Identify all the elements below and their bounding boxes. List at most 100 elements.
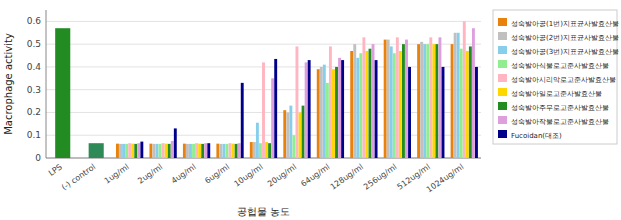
bar	[55, 28, 70, 158]
bar	[235, 144, 238, 158]
bar	[341, 60, 344, 158]
bar	[159, 144, 162, 158]
bar	[283, 110, 286, 158]
bar	[375, 60, 378, 158]
x-tick-label: 4ug/ml	[170, 162, 198, 185]
legend-label: 성숙발아작물로고준사발효산물	[511, 118, 609, 126]
x-tick-label: LPS	[47, 162, 64, 178]
bar	[125, 144, 128, 158]
y-tick-label: 0	[35, 153, 41, 163]
bars	[55, 21, 478, 158]
bar	[372, 44, 375, 158]
bar	[393, 53, 396, 158]
bar	[305, 62, 308, 158]
y-tick-label: 0.2	[27, 107, 41, 117]
bar	[183, 144, 186, 158]
bar	[238, 143, 241, 158]
bar	[365, 51, 368, 158]
bar	[463, 21, 466, 158]
x-tick-label: 128ug/ml	[329, 162, 365, 191]
bar	[226, 144, 229, 158]
x-tick-label: 2ug/ml	[136, 162, 164, 185]
legend-label: 성숙발아시리악로고준사발효산물	[511, 76, 616, 84]
x-tick-label: 256ug/ml	[362, 162, 398, 191]
bar	[222, 144, 225, 158]
bar	[195, 143, 198, 158]
bar	[153, 144, 156, 158]
bar	[402, 44, 405, 158]
bar	[128, 143, 131, 158]
bar	[387, 40, 390, 158]
bar	[207, 143, 210, 158]
bar	[329, 46, 332, 158]
bar	[454, 33, 457, 158]
bar	[241, 83, 244, 158]
legend-swatch	[498, 102, 507, 110]
bar	[89, 143, 104, 158]
bar	[302, 106, 305, 158]
bar	[219, 144, 222, 158]
bar	[457, 33, 460, 158]
grid-line	[46, 44, 481, 45]
bar	[350, 51, 353, 158]
bar	[405, 40, 408, 158]
bar	[204, 143, 207, 158]
bar	[356, 58, 359, 158]
bar	[323, 65, 326, 158]
bar	[399, 51, 402, 158]
x-tick-label: 1ug/ml	[103, 162, 131, 185]
bar	[140, 142, 143, 158]
legend-swatch	[498, 60, 507, 68]
bar	[417, 44, 420, 158]
bar	[332, 69, 335, 158]
bar	[122, 144, 125, 158]
legend-swatch	[498, 88, 507, 96]
bar	[192, 144, 195, 158]
y-axis-title: Macrophage activity	[3, 33, 14, 135]
legend-label: 성숙발아공(1번)지표균사발효산물	[511, 20, 619, 28]
legend-swatch	[498, 32, 507, 40]
bar	[229, 143, 232, 158]
bar	[165, 144, 168, 158]
bar	[156, 144, 159, 158]
bar	[460, 49, 463, 158]
bar	[168, 144, 171, 158]
bar	[256, 123, 259, 158]
bar	[232, 144, 235, 158]
x-tick-label: 10ug/ml	[232, 162, 264, 188]
y-tick-label: 0.6	[27, 16, 42, 26]
bar	[429, 37, 432, 158]
bar	[317, 69, 320, 158]
bar	[186, 144, 189, 158]
bar	[296, 46, 299, 158]
x-tick-label: 64ug/ml	[299, 162, 331, 188]
legend-label: Fucoidan(대조)	[511, 132, 562, 140]
y-axis-line	[46, 10, 47, 158]
bar	[326, 83, 329, 158]
legend-swatch	[498, 116, 507, 124]
bar	[137, 143, 140, 158]
y-tick-label: 0.4	[27, 62, 42, 72]
bar	[451, 44, 454, 158]
bar	[362, 37, 365, 158]
bar	[426, 44, 429, 158]
bar	[390, 46, 393, 158]
legend-swatch	[498, 18, 507, 26]
bar	[308, 60, 311, 158]
x-axis-title: 공헙물 농도	[237, 206, 290, 217]
bar	[216, 144, 219, 158]
bar	[271, 78, 274, 158]
legend-frame	[493, 10, 617, 144]
bar	[198, 144, 201, 158]
y-tick-label: 0.3	[27, 85, 41, 95]
bar	[338, 58, 341, 158]
bar	[439, 37, 442, 158]
bar	[174, 128, 177, 158]
bar	[442, 67, 445, 158]
legend-label: 성숙발아공(2번)지표균사발효산물	[511, 34, 619, 42]
bar	[423, 44, 426, 158]
legend-swatch	[498, 46, 507, 54]
bar	[435, 44, 438, 158]
bar	[369, 49, 372, 158]
bar	[171, 141, 174, 158]
